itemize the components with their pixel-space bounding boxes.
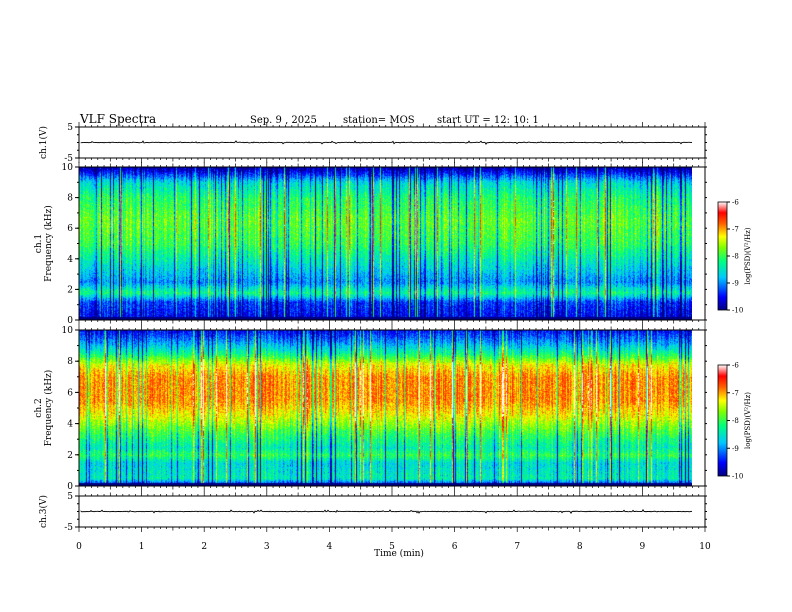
ch1-spectrogram-ytick-label: 6: [67, 224, 73, 234]
start-time-label: start UT = 12: 10: 1: [437, 115, 539, 126]
ch1-spectrogram-colorbar-tick-label: -6: [732, 199, 739, 207]
time-tick-label: 1: [139, 542, 145, 552]
ch1-waveform-panel: 5 -5 ch.1(V): [38, 122, 707, 164]
ch2-spectrogram-colorbar-tick-label: -9: [732, 445, 739, 453]
ch2-spectrogram-ytick-label: 8: [67, 357, 73, 367]
figure-title: VLF Spectra: [79, 112, 156, 126]
ch1-spectrogram-colorbar-tick-label: -9: [732, 280, 739, 288]
ch2-spectrogram-colorbar-tick-label: -6: [732, 362, 739, 370]
date-label: Sep. 9 , 2025: [250, 115, 317, 126]
ch1-spectrogram-ylabel: Frequency (kHz): [43, 205, 54, 282]
ch3-waveform-trace: [80, 508, 693, 515]
ch1-spectrogram-ytick-label: 4: [67, 255, 73, 265]
ch1-spectrogram-colorbar-tick-label: -7: [732, 226, 739, 234]
ch1-spectrogram-colorbar-label: log(PSD)(V²/Hz): [744, 227, 752, 284]
time-tick-label: 5: [389, 542, 395, 552]
time-tick-label: 7: [514, 542, 520, 552]
ch1-spectrogram-colorbar-scale: [717, 201, 728, 311]
ch2-spectrogram-colorbar-label: log(PSD)(V²/Hz): [744, 392, 752, 449]
ch2-spectrogram-ytick-label: 2: [67, 451, 73, 461]
ch2-spectrogram-panel: 0 2 4 6 8 10 ch.2 Frequency (kHz): [34, 325, 707, 492]
time-tick-label: 8: [577, 542, 583, 552]
ch2-spectrogram-ytick-label: 4: [67, 420, 73, 430]
time-axis: 0 1 2 3 4 5 6 7 8 9 10: [76, 542, 711, 552]
ch1-spectrogram-ylabel: ch.1: [34, 234, 44, 253]
ch1-spectrogram-ytick-label: 10: [62, 163, 74, 173]
ch2-spectrogram-colorbar-scale: [717, 364, 728, 477]
ch1-spectrogram-ytick-label: 8: [67, 194, 73, 204]
ch2-spectrogram-ylabel: ch.2: [34, 398, 44, 417]
ch2-colorbar: -6 -7 -8 -9 -10 log(PSD)(V²/Hz): [717, 362, 752, 481]
ch1-spectrogram-colorbar-tick-label: -8: [732, 253, 739, 261]
ch2-spectrogram-image: [79, 330, 692, 486]
ch3-waveform-ylabel: ch.3(V): [38, 495, 49, 528]
ch2-spectrogram-ytick-label: 0: [67, 482, 73, 492]
ch1-spectrogram-colorbar-tick-label: -10: [732, 307, 743, 315]
ch1-waveform-ytick-label: -5: [64, 154, 73, 164]
ch1-waveform-trace: [80, 140, 693, 146]
time-tick-label: 3: [264, 542, 270, 552]
ch1-waveform-ytick-label: 5: [67, 123, 73, 133]
ch1-spectrogram-panel: 0 2 4 6 8 10 ch.1 Frequency (kHz): [34, 162, 707, 326]
time-tick-label: 9: [640, 542, 646, 552]
ch1-colorbar: -6 -7 -8 -9 -10 log(PSD)(V²/Hz): [717, 199, 752, 315]
ch1-spectrogram-ytick-label: 2: [67, 285, 73, 295]
ch2-spectrogram-ytick-label: 6: [67, 388, 73, 398]
time-axis-label: Time (min): [374, 548, 424, 559]
ch2-spectrogram-ylabel: Frequency (kHz): [43, 370, 54, 447]
ch1-spectrogram-ytick-label: 0: [67, 316, 73, 326]
time-tick-label: 10: [699, 542, 711, 552]
time-tick-label: 4: [327, 542, 333, 552]
time-tick-label: 0: [76, 542, 82, 552]
time-tick-label: 2: [201, 542, 207, 552]
ch2-spectrogram-ytick-label: 10: [62, 326, 74, 336]
ch2-spectrogram-colorbar-tick-label: -8: [732, 417, 739, 425]
ch3-waveform-ytick-label: -5: [64, 523, 73, 533]
ch3-waveform-panel: 5 -5 ch.3(V): [38, 491, 707, 533]
ch1-spectrogram-image: [79, 167, 692, 320]
ch2-spectrogram-colorbar-tick-label: -7: [732, 389, 739, 397]
ch2-spectrogram-colorbar-tick-label: -10: [732, 473, 743, 481]
time-tick-label: 6: [452, 542, 458, 552]
station-label: station= MOS: [343, 115, 415, 126]
ch1-waveform-ylabel: ch.1(V): [38, 126, 49, 159]
ch3-waveform-ytick-label: 5: [67, 492, 73, 502]
